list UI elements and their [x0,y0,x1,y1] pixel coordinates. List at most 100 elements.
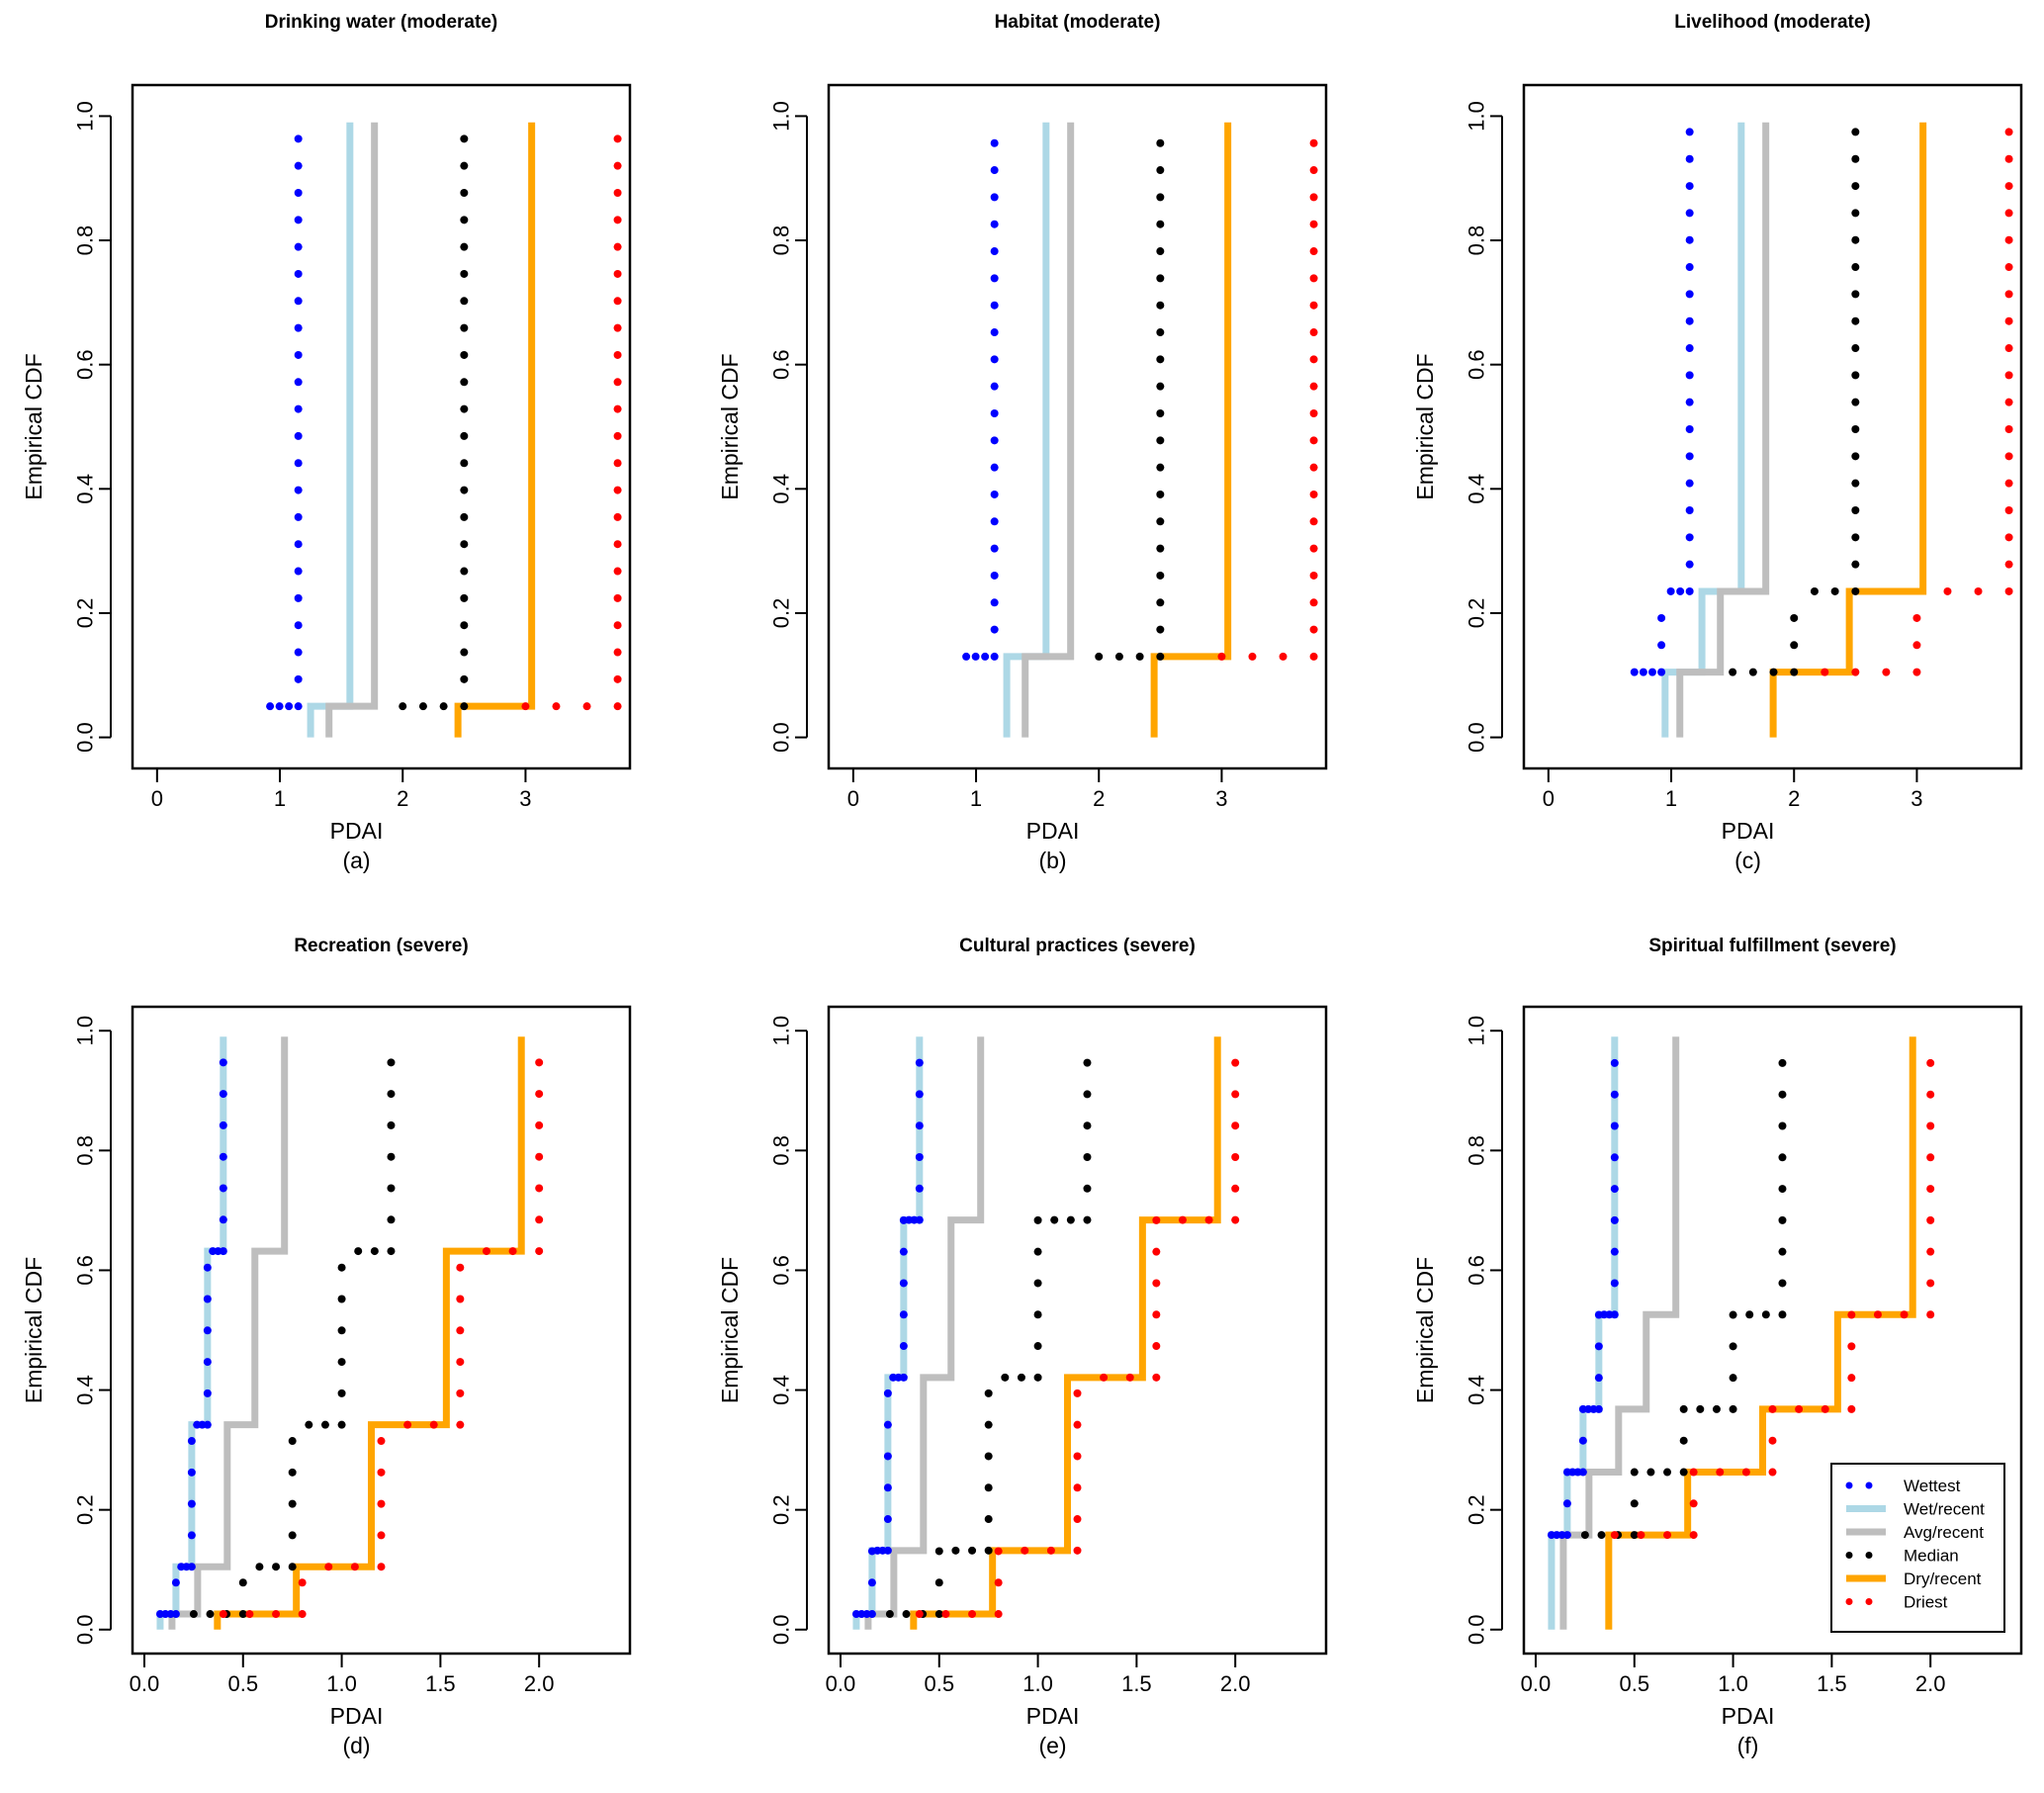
series-wettest [266,134,303,711]
y-tick-label: 0.8 [1465,1135,1489,1166]
data-point [1083,1121,1092,1130]
data-point [206,1610,215,1619]
y-tick-label: 0.4 [1465,474,1489,504]
series-median [1580,1058,1787,1540]
data-point [971,652,980,661]
data-point [219,1152,227,1161]
data-point [535,1121,544,1129]
data-point [990,220,999,228]
y-axis: 0.0 0.2 0.4 0.6 0.8 1.0 [1465,1016,1503,1645]
data-point [238,1578,247,1587]
x-tick-label: 1 [274,786,286,811]
data-point [1309,382,1318,391]
series-wet-recent [307,122,354,738]
data-point [613,621,622,630]
data-point [1685,452,1694,461]
data-point [1926,1310,1935,1319]
data-point [1156,166,1165,175]
legend-label: Dry/recent [1904,1569,1982,1588]
data-point [934,1547,943,1556]
data-point [1666,586,1675,595]
x-tick-label: 1 [970,786,982,811]
data-point [1156,220,1165,228]
data-point [1926,1121,1935,1130]
data-point [1001,1373,1010,1382]
data-point [1873,1310,1882,1319]
data-point [613,269,622,278]
panel-label: (b) [1038,848,1066,873]
data-point [1851,505,1860,514]
data-point [1083,1058,1092,1067]
data-point [1597,1531,1606,1540]
data-point [990,355,999,364]
data-point [1685,586,1694,595]
data-point [1073,1420,1082,1429]
data-point [1152,1279,1161,1288]
data-point [990,598,999,607]
y-tick-label: 0.8 [769,1135,794,1166]
data-point [613,134,622,143]
data-point [1231,1058,1240,1067]
data-point [377,1563,386,1571]
data-point [294,378,303,387]
data-point [1231,1121,1240,1130]
data-point [1900,1310,1909,1319]
data-point [535,1215,544,1224]
data-point [1657,668,1666,676]
data-point [294,404,303,413]
data-point [1851,586,1860,595]
data-point [1768,1404,1777,1413]
data-point [219,1090,227,1099]
data-point [288,1563,297,1571]
data-point [189,1610,198,1619]
data-point [1017,1373,1025,1382]
data-point [285,702,294,711]
data-point [899,1310,908,1319]
legend-item: Driest [1845,1593,1948,1612]
data-point [460,404,469,413]
data-point [460,431,469,440]
data-point [377,1531,386,1540]
data-point [1790,641,1799,650]
data-point [354,1247,363,1256]
data-point [968,1546,977,1555]
data-point [203,1389,212,1397]
series-avg-recent [864,1036,985,1630]
data-point [1778,1153,1787,1162]
y-tick-label: 0.4 [73,1375,98,1405]
series-avg-recent [1559,1036,1680,1630]
data-point [1696,1404,1705,1413]
data-point [984,1546,993,1555]
data-point [1851,182,1860,191]
x-axis: 0 1 2 3 [151,767,532,811]
data-point [1926,1090,1935,1099]
data-point [1279,652,1288,661]
y-axis-label: Empirical CDF [21,1257,46,1403]
data-point [275,702,284,711]
data-point [387,1121,396,1129]
data-point [255,1563,264,1571]
data-point [2004,398,2013,406]
panel-title: Cultural practices (severe) [959,936,1196,956]
data-point [294,269,303,278]
data-point [1663,1468,1672,1477]
data-point [990,408,999,417]
legend-dot-swatch [1845,1481,1853,1489]
data-point [1156,138,1165,147]
data-point [915,1090,924,1099]
data-point [1156,598,1165,607]
y-tick-label: 0.2 [769,598,794,629]
y-tick-label: 0.0 [769,722,794,753]
data-point [456,1263,465,1272]
data-point [1610,1090,1619,1099]
data-point [990,652,999,661]
data-point [460,378,469,387]
data-point [1912,613,1921,622]
legend: Wettest Wet/recent Avg/recent Median Dry/rec… [1830,1463,2005,1633]
series-avg-recent [1022,122,1075,738]
data-point [187,1499,196,1508]
data-point [337,1263,346,1272]
data-point [1689,1531,1698,1540]
data-point [1033,1215,1042,1224]
data-point [337,1358,346,1367]
